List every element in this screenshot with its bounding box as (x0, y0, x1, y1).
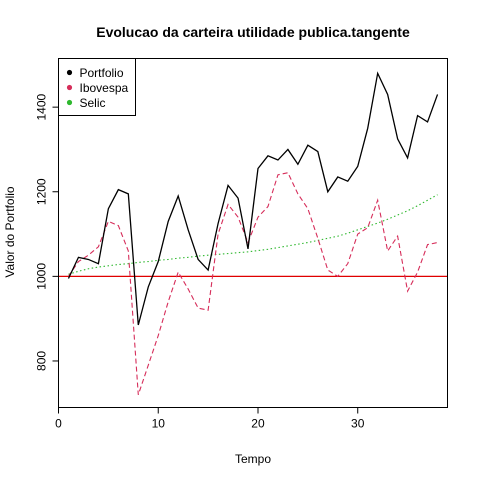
series-line-selic (68, 194, 438, 275)
y-tick-label: 1200 (35, 178, 49, 205)
x-tick-label: 20 (251, 417, 265, 431)
legend-label-selic: Selic (80, 96, 106, 110)
x-tick-label: 10 (152, 417, 166, 431)
chart-title: Evolucao da carteira utilidade publica.t… (96, 24, 410, 40)
legend-marker-portfolio (66, 69, 73, 76)
x-axis-label: Tempo (235, 452, 271, 466)
legend-marker-ibovespa (66, 84, 73, 91)
legend-label-ibovespa: Ibovespa (80, 81, 129, 95)
y-tick-label: 1000 (35, 263, 49, 290)
y-tick-label: 800 (35, 351, 49, 371)
series-line-ibovespa (68, 172, 438, 395)
x-tick-label: 30 (351, 417, 365, 431)
legend-marker-selic (66, 99, 73, 106)
y-axis-label: Valor do Portfolio (3, 186, 17, 277)
legend-label-portfolio: Portfolio (80, 66, 124, 80)
plot-frame (58, 58, 448, 408)
series-line-portfolio (67, 71, 439, 326)
y-tick-label: 1400 (35, 93, 49, 120)
x-tick-label: 0 (55, 417, 62, 431)
